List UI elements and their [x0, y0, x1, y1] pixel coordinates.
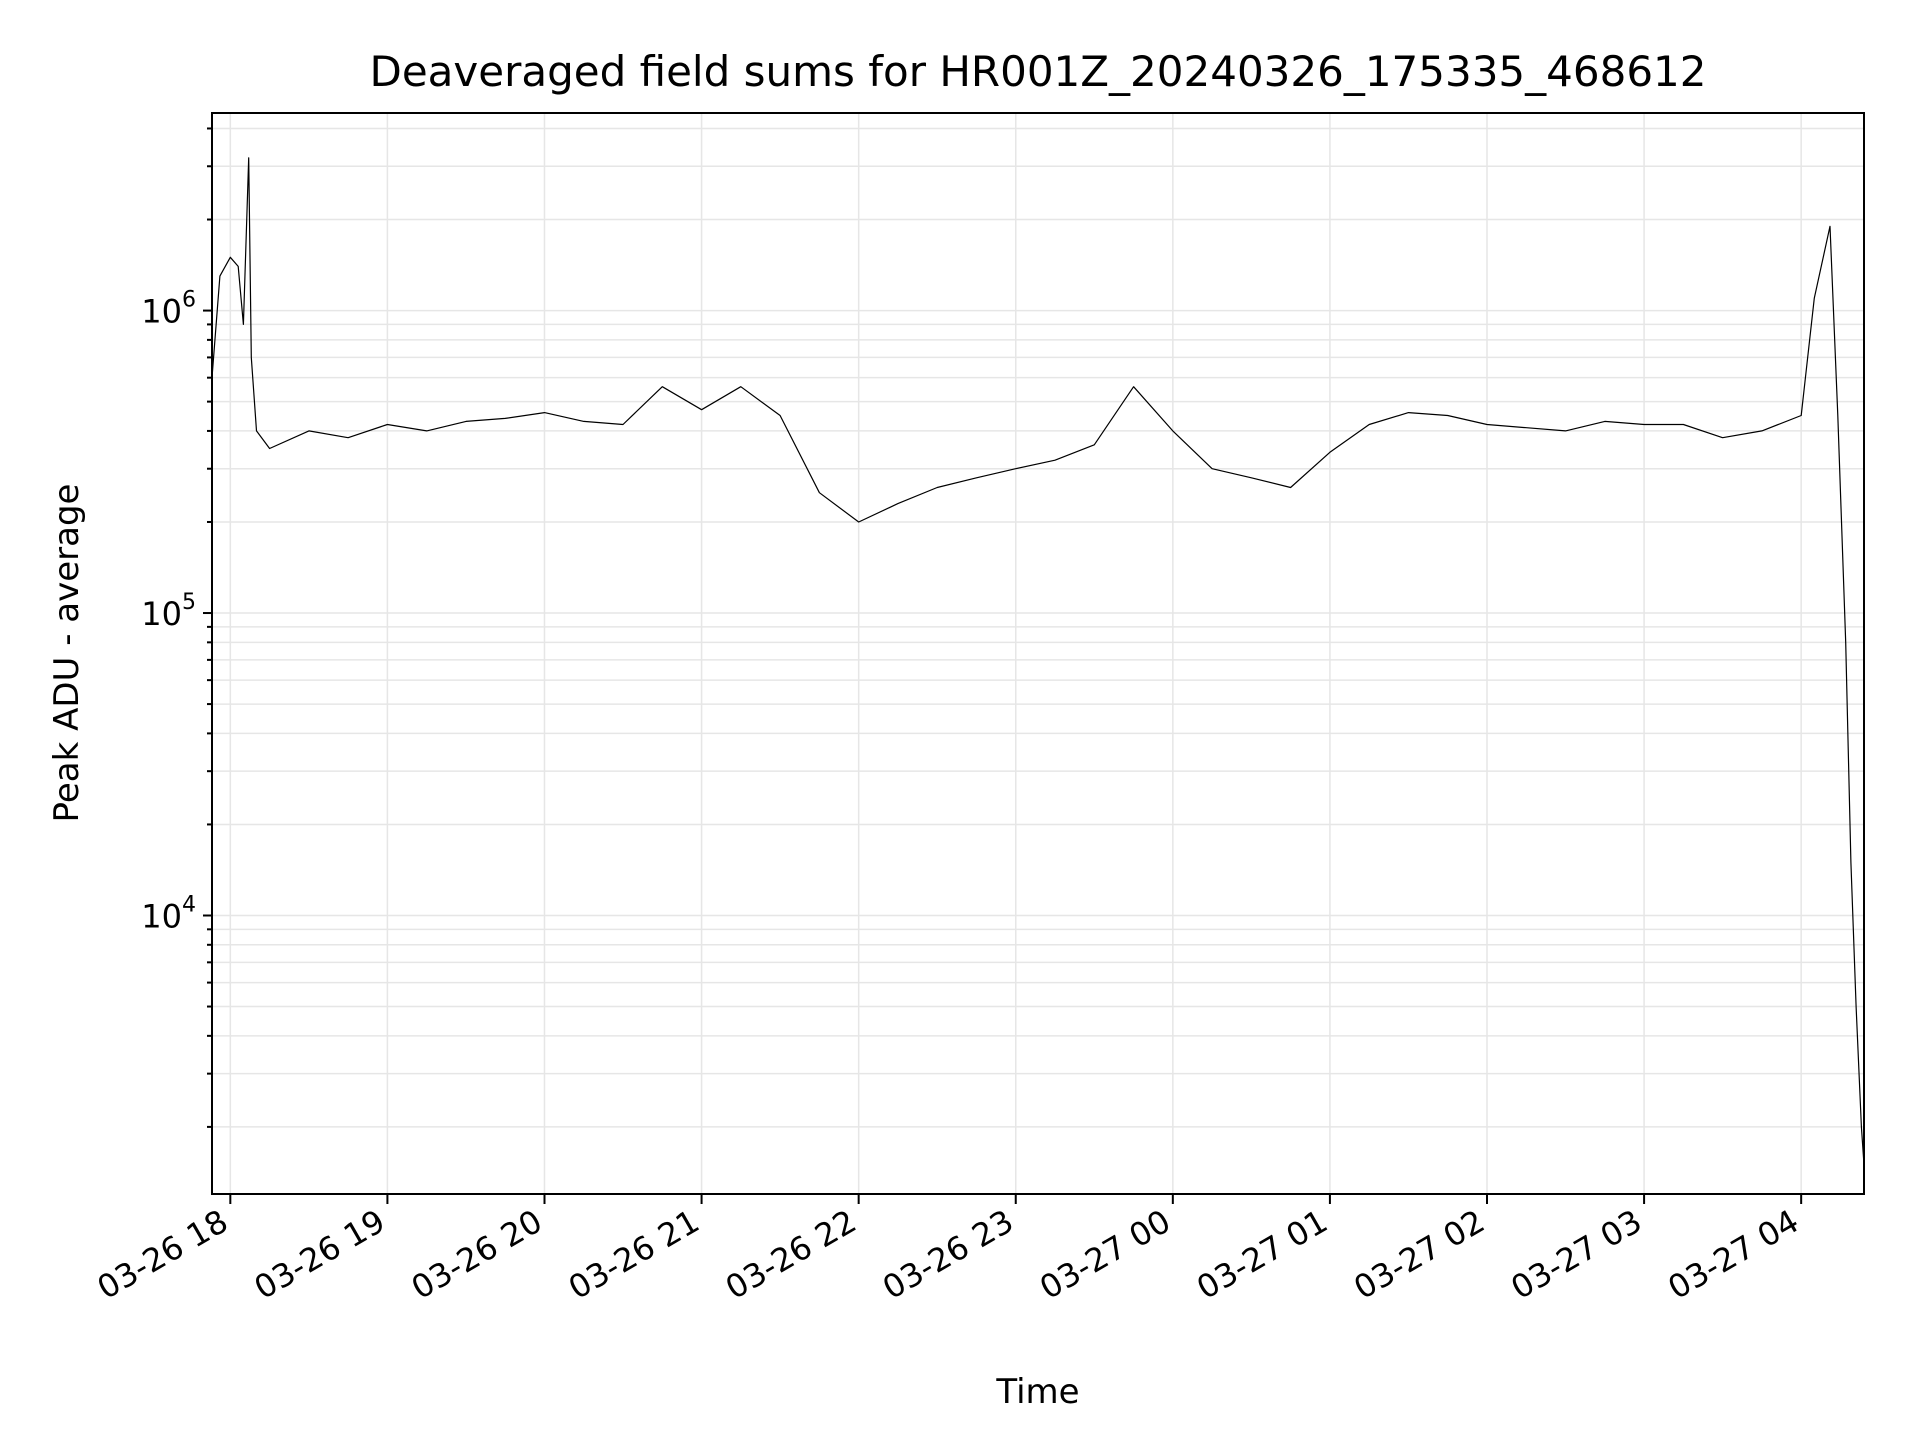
- y-axis: 104 105 106: [141, 127, 212, 1128]
- y-tick-exponent: 6: [182, 288, 196, 313]
- major-grid: [212, 113, 1864, 1194]
- y-tick-exponent: 4: [182, 892, 196, 917]
- x-tick-label: 03-27 01: [1190, 1202, 1334, 1307]
- plot-frame: [211, 112, 1865, 1195]
- x-axis-label: Time: [995, 1372, 1079, 1412]
- x-tick-label: 03-27 04: [1662, 1202, 1806, 1307]
- x-axis: 03-26 18 03-26 19 03-26 20 03-26 21 03-26 22…: [91, 1194, 1805, 1307]
- x-tick-label: 03-27 03: [1504, 1202, 1648, 1307]
- x-tick-label: 03-27 00: [1033, 1202, 1177, 1307]
- series-line: [211, 157, 1865, 1165]
- x-tick-label: 03-26 18: [91, 1202, 235, 1307]
- y-axis-label: Peak ADU - average: [47, 484, 87, 823]
- x-tick-label: 03-26 22: [719, 1202, 863, 1307]
- y-tick-label: 104: [141, 892, 196, 935]
- chart-title: Deaveraged field sums for HR001Z_2024032…: [370, 47, 1707, 96]
- minor-grid: [212, 127, 1864, 1128]
- y-tick-exponent: 5: [182, 590, 196, 615]
- x-tick-label: 03-26 21: [562, 1202, 706, 1307]
- x-tick-label: 03-27 02: [1347, 1202, 1491, 1307]
- x-tick-label: 03-26 23: [876, 1202, 1020, 1307]
- x-tick-label: 03-26 19: [248, 1202, 392, 1307]
- x-tick-label: 03-26 20: [405, 1202, 549, 1307]
- y-tick-label: 106: [141, 288, 196, 331]
- y-tick-label: 105: [141, 590, 196, 633]
